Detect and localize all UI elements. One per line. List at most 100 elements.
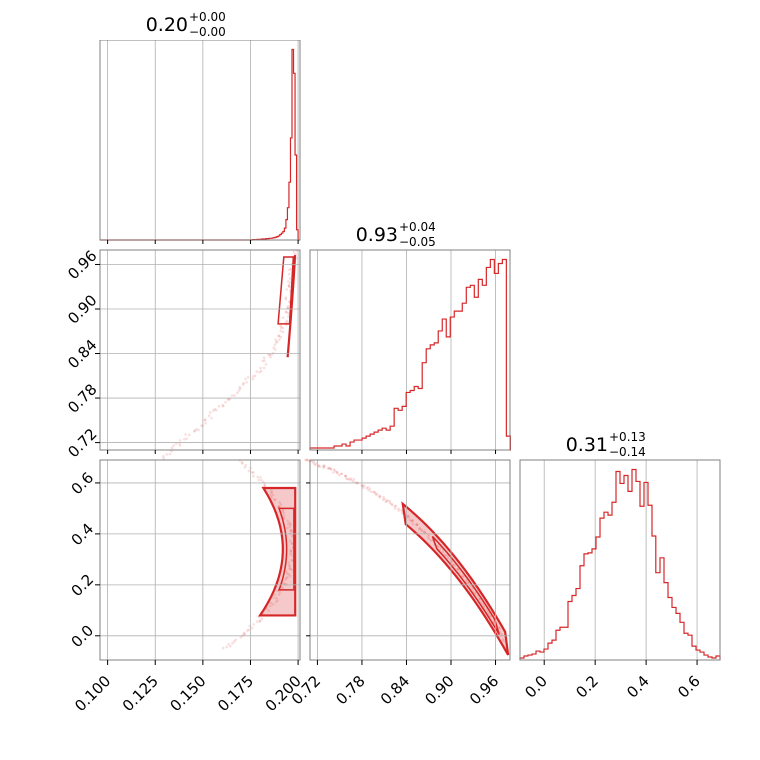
sample-point	[248, 628, 251, 631]
sample-point	[185, 437, 188, 440]
sample-point	[162, 457, 165, 460]
sample-point	[168, 453, 171, 456]
sample-point	[227, 398, 230, 401]
scatter-p1-p2	[162, 249, 298, 459]
sample-point	[184, 433, 187, 436]
sample-point	[244, 464, 247, 467]
sample-point	[375, 494, 378, 497]
sample-point	[242, 382, 245, 385]
axes-frame	[310, 460, 510, 660]
x-tick-label: 0.175	[214, 672, 257, 715]
y-tick-label: 0.2	[68, 571, 98, 601]
sample-point	[245, 381, 248, 384]
title-median: 0.20	[146, 14, 188, 36]
sample-point	[257, 476, 260, 479]
mask-top	[0, 0, 760, 40]
sample-point	[363, 484, 366, 487]
sample-point	[318, 466, 321, 469]
sample-point	[259, 620, 262, 623]
panel-mask	[0, 0, 760, 40]
sample-point	[210, 417, 213, 420]
title-plus: +0.13	[609, 430, 646, 444]
sample-point	[251, 378, 254, 381]
axes-frame	[100, 40, 300, 240]
sample-point	[204, 422, 207, 425]
sample-point	[276, 340, 279, 343]
sample-point	[244, 378, 247, 381]
sample-point	[179, 439, 182, 442]
sample-point	[340, 472, 343, 475]
x-tick-label: 0.0	[521, 672, 551, 702]
title-median: 0.93	[356, 224, 398, 246]
sample-point	[330, 468, 333, 471]
sample-point	[259, 476, 262, 479]
x-tick-label: 0.90	[421, 672, 457, 708]
sample-point	[279, 329, 282, 332]
sample-point	[195, 428, 198, 431]
sample-point	[369, 487, 372, 490]
sample-point	[193, 430, 196, 433]
x-tick-label: 0.4	[623, 672, 653, 702]
sample-point	[261, 618, 264, 621]
contour-p2-p3-outer	[403, 504, 508, 655]
sample-point	[287, 305, 290, 308]
sample-point	[222, 405, 225, 408]
sample-point	[285, 311, 288, 314]
sample-point	[256, 620, 259, 623]
sample-point	[284, 298, 287, 301]
sample-point	[280, 324, 283, 327]
y-tick-label: 0.90	[64, 291, 100, 327]
x-tick-label: 0.100	[71, 672, 114, 715]
x-tick-label: 0.6	[674, 672, 704, 702]
x-tick-label: 0.125	[119, 672, 162, 715]
sample-point	[263, 483, 266, 486]
sample-point	[243, 632, 246, 635]
sample-point	[218, 405, 221, 408]
sample-point	[323, 465, 326, 468]
sample-point	[288, 284, 291, 287]
sample-point	[183, 438, 186, 441]
sample-point	[397, 509, 400, 512]
sample-point	[209, 411, 212, 414]
sample-point	[378, 496, 381, 499]
sample-point	[222, 647, 225, 650]
sample-point	[171, 447, 174, 450]
sample-point	[233, 394, 236, 397]
y-tick-label: 0.4	[68, 520, 98, 550]
sample-point	[225, 646, 228, 649]
sample-point	[241, 461, 244, 464]
sample-point	[265, 363, 268, 366]
sample-point	[251, 627, 254, 630]
y-tick-label: 0.6	[68, 469, 98, 499]
sample-point	[215, 409, 218, 412]
sample-point	[282, 331, 285, 334]
sample-point	[390, 503, 393, 506]
sample-point	[278, 338, 281, 341]
sample-point	[162, 455, 165, 458]
sample-point	[227, 643, 230, 646]
sample-point	[172, 444, 175, 447]
histogram-step	[520, 470, 720, 660]
histogram-param-2	[310, 260, 510, 450]
title-minus: −0.05	[399, 235, 436, 249]
histogram-param-1	[100, 50, 300, 240]
sample-point	[287, 280, 290, 283]
sample-point	[239, 387, 242, 390]
sample-point	[236, 392, 239, 395]
sample-point	[395, 505, 398, 508]
sample-point	[282, 316, 285, 319]
sample-point	[278, 335, 281, 338]
sample-point	[229, 645, 232, 648]
y-tick-label: 0.72	[64, 425, 100, 461]
axes-frame	[310, 250, 510, 450]
title-param-1: 0.20 +0.00−0.00	[146, 10, 226, 39]
axes-frame	[520, 460, 720, 660]
sample-point	[208, 414, 211, 417]
x-tick-label: 0.2	[572, 672, 602, 702]
sample-point	[257, 479, 260, 482]
sample-point	[272, 347, 275, 350]
x-tick-label: 0.96	[466, 672, 502, 708]
x-tick-label: 0.84	[377, 672, 413, 708]
sample-point	[247, 376, 250, 379]
